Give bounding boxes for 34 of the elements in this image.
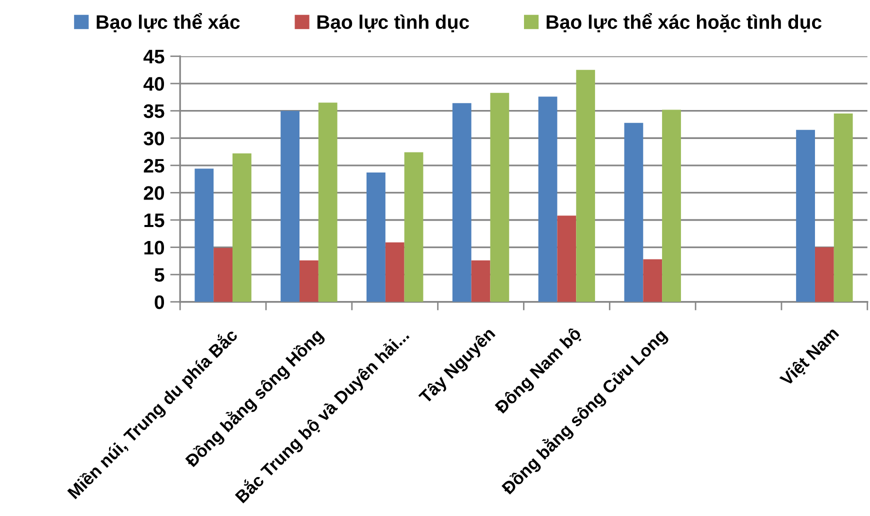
bar [280, 110, 300, 302]
bar [300, 260, 318, 302]
y-tick-label: 20 [144, 186, 164, 200]
bar [385, 242, 404, 302]
y-tick-label: 40 [143, 77, 164, 91]
bar [366, 172, 386, 302]
y-tick-label: 35 [144, 104, 164, 118]
bar [214, 248, 232, 302]
y-tick-label: 15 [144, 214, 164, 228]
bar [662, 110, 681, 302]
bar [643, 259, 662, 302]
bar [452, 103, 472, 302]
bar [490, 92, 510, 302]
bar [471, 260, 490, 302]
bar [538, 96, 558, 302]
y-tick-label: 45 [143, 50, 164, 64]
legend-label: Bạo lực thể xác hoặc tình dục [546, 13, 822, 32]
y-tick-label: 0 [154, 295, 164, 310]
y-tick-label: 25 [144, 158, 164, 173]
y-tick-label: 5 [154, 268, 164, 282]
bar [318, 102, 338, 302]
bar [624, 122, 644, 302]
y-tick-label: 10 [144, 240, 164, 255]
bar [232, 153, 252, 302]
bar [796, 130, 815, 302]
bar [814, 247, 834, 302]
bar [194, 168, 214, 302]
bar [576, 70, 596, 302]
legend-label: Bạo lực thể xác [96, 13, 240, 32]
y-tick-label: 30 [144, 132, 164, 146]
bar [404, 152, 424, 302]
bar [834, 114, 853, 302]
legend-label: Bạo lực tình dục [317, 14, 470, 32]
bar [557, 216, 576, 302]
